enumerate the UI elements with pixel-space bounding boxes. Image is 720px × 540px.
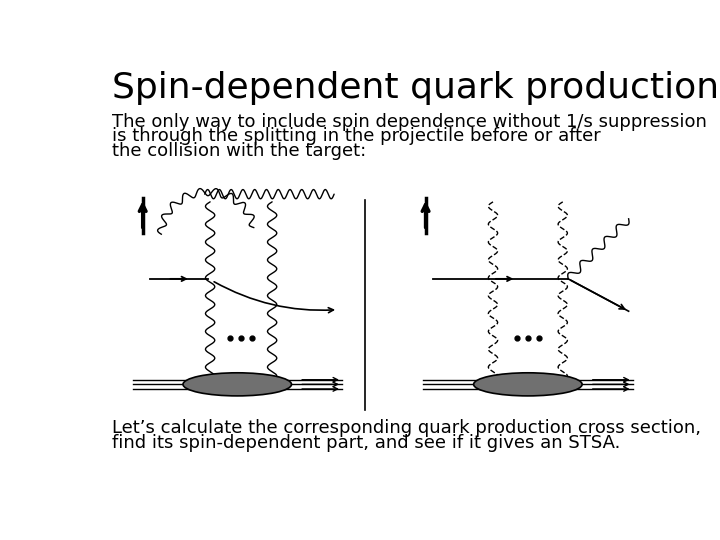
Text: The only way to include spin dependence without 1/s suppression: The only way to include spin dependence …	[112, 112, 706, 131]
Text: Spin-dependent quark production: Spin-dependent quark production	[112, 71, 719, 105]
Text: is through the splitting in the projectile before or after: is through the splitting in the projecti…	[112, 127, 600, 145]
Text: Let’s calculate the corresponding quark production cross section,: Let’s calculate the corresponding quark …	[112, 419, 701, 437]
Ellipse shape	[183, 373, 292, 396]
Text: the collision with the target:: the collision with the target:	[112, 142, 366, 160]
Text: find its spin-dependent part, and see if it gives an STSA.: find its spin-dependent part, and see if…	[112, 434, 620, 451]
Ellipse shape	[474, 373, 582, 396]
